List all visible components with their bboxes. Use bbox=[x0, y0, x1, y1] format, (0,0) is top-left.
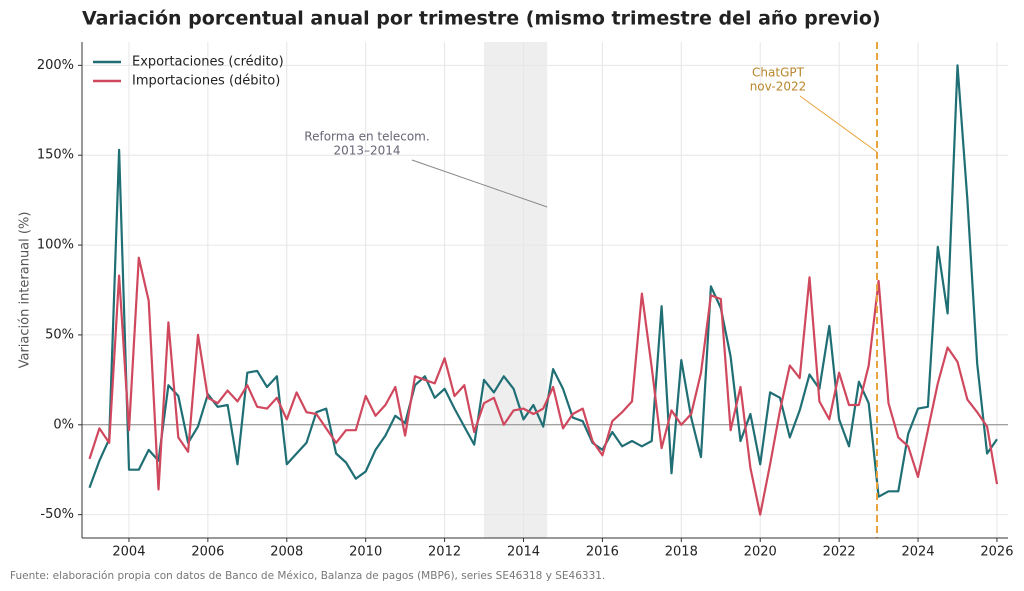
span-label: 2013–2014 bbox=[333, 144, 400, 158]
x-tick-label: 2020 bbox=[744, 545, 777, 560]
y-tick-label: 150% bbox=[37, 148, 74, 163]
x-tick-label: 2010 bbox=[349, 545, 382, 560]
y-tick-label: 50% bbox=[45, 327, 74, 342]
legend-label: Exportaciones (crédito) bbox=[132, 55, 284, 70]
x-tick-label: 2024 bbox=[901, 545, 934, 560]
y-tick-label: 100% bbox=[37, 238, 74, 253]
x-tick-label: 2006 bbox=[191, 545, 224, 560]
y-tick-label: 0% bbox=[53, 417, 74, 432]
event-label: nov-2022 bbox=[750, 80, 807, 94]
series-line bbox=[88, 64, 998, 498]
x-tick-label: 2022 bbox=[823, 545, 856, 560]
x-tick-label: 2014 bbox=[507, 545, 540, 560]
x-tick-label: 2018 bbox=[665, 545, 698, 560]
legend-label: Importaciones (débito) bbox=[132, 74, 280, 89]
series-line bbox=[88, 256, 999, 516]
y-axis-label: Variación interanual (%) bbox=[18, 212, 33, 369]
x-tick-label: 2012 bbox=[428, 545, 461, 560]
x-tick-label: 2026 bbox=[980, 545, 1013, 560]
span-arrow bbox=[411, 159, 548, 208]
highlight-span bbox=[484, 42, 548, 538]
x-tick-label: 2004 bbox=[112, 545, 145, 560]
y-tick-label: 200% bbox=[37, 58, 74, 73]
span-label: Reforma en telecom. bbox=[304, 130, 429, 144]
y-tick-label: -50% bbox=[40, 507, 74, 522]
source-note: Fuente: elaboración propia con datos de … bbox=[10, 570, 605, 582]
event-label: ChatGPT bbox=[752, 66, 805, 80]
event-arrow bbox=[799, 95, 878, 153]
x-tick-label: 2008 bbox=[270, 545, 303, 560]
x-tick-label: 2016 bbox=[586, 545, 619, 560]
chart-title: Variación porcentual anual por trimestre… bbox=[82, 8, 881, 30]
